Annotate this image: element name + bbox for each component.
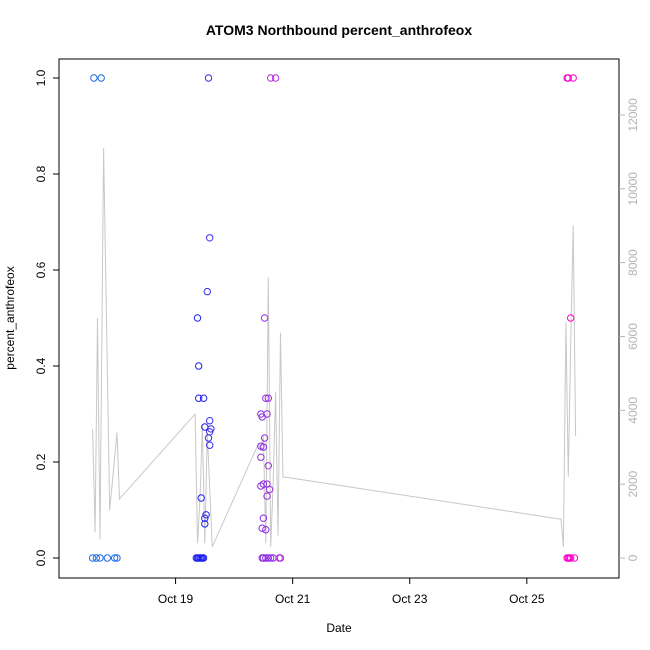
y2-tick-label-6: 12000 (626, 98, 640, 132)
data-point-47 (258, 554, 266, 562)
data-point-26 (206, 417, 214, 425)
x-axis-label: Date (326, 621, 352, 635)
y-axis: 0.0 0.2 0.4 0.6 0.8 1.0 (34, 69, 59, 566)
flow-line-series (92, 148, 577, 548)
data-point-17 (195, 394, 203, 402)
data-point-5 (103, 554, 112, 562)
data-point-68 (567, 554, 575, 562)
data-point-19 (197, 494, 205, 502)
data-point-3 (92, 554, 101, 562)
line-series-layer (92, 148, 577, 548)
x-tick-label-1: Oct 21 (275, 592, 311, 606)
plot-frame (58, 58, 620, 579)
data-point-6 (110, 554, 119, 562)
data-point-25 (206, 234, 214, 242)
data-point-30 (206, 441, 214, 449)
data-point-60 (276, 554, 285, 562)
data-point-49 (262, 394, 270, 402)
data-point-48 (260, 314, 269, 322)
data-point-31 (204, 74, 213, 82)
data-point-53 (264, 462, 272, 470)
data-point-18 (199, 394, 208, 402)
data-point-7 (113, 554, 121, 562)
y-tick-label-1: 0.2 (34, 453, 48, 470)
data-point-4 (96, 554, 104, 562)
data-point-24 (203, 287, 212, 296)
data-point-58 (271, 74, 280, 82)
y-tick-label-5: 1.0 (34, 69, 48, 86)
data-point-23 (201, 520, 209, 528)
data-point-36 (257, 453, 265, 461)
data-point-56 (263, 492, 271, 500)
data-point-39 (259, 514, 268, 522)
y2-tick-label-5: 10000 (626, 172, 640, 206)
data-point-50 (264, 394, 272, 402)
data-point-64 (567, 314, 575, 322)
y-tick-label-0: 0.0 (34, 549, 48, 566)
data-point-38 (259, 480, 268, 488)
data-point-69 (570, 554, 579, 562)
x-axis: Oct 19 Oct 21 Oct 23 Oct 25 (158, 578, 545, 606)
data-point-22 (201, 514, 209, 522)
x-tick-label-0: Oct 19 (158, 592, 194, 606)
data-point-52 (260, 434, 269, 442)
data-point-45 (267, 554, 275, 562)
data-point-2 (88, 554, 97, 562)
x-tick-label-2: Oct 23 (392, 592, 428, 606)
data-point-51 (263, 410, 271, 418)
y-axis-label: percent_anthrofeox (3, 266, 17, 369)
x-tick-label-3: Oct 25 (509, 592, 545, 606)
chart-title: ATOM3 Northbound percent_anthrofeox (206, 22, 472, 38)
data-point-15 (193, 314, 202, 322)
y2-tick-label-4: 8000 (626, 249, 640, 276)
data-point-14 (199, 554, 208, 562)
y-tick-label-3: 0.6 (34, 261, 48, 278)
y-tick-label-2: 0.4 (34, 357, 48, 374)
data-point-57 (267, 74, 275, 82)
y2-tick-label-1: 2000 (626, 470, 640, 497)
data-point-21 (202, 511, 210, 519)
y2-tick-label-2: 4000 (626, 397, 640, 424)
right-y-axis: 0 2000 4000 6000 8000 10000 12000 (619, 98, 640, 561)
data-point-40 (258, 524, 266, 532)
data-point-1 (97, 74, 105, 82)
data-point-16 (195, 362, 203, 370)
data-point-0 (90, 74, 98, 82)
y2-tick-label-3: 6000 (626, 323, 640, 350)
y-tick-label-4: 0.8 (34, 165, 48, 182)
data-point-29 (204, 434, 213, 442)
data-point-63 (569, 74, 577, 82)
data-point-35 (259, 443, 268, 451)
data-point-55 (265, 485, 274, 494)
y2-tick-label-0: 0 (626, 554, 640, 561)
points-layer (88, 74, 579, 562)
data-point-41 (262, 526, 270, 534)
data-point-43 (262, 554, 270, 562)
data-point-62 (564, 74, 572, 82)
